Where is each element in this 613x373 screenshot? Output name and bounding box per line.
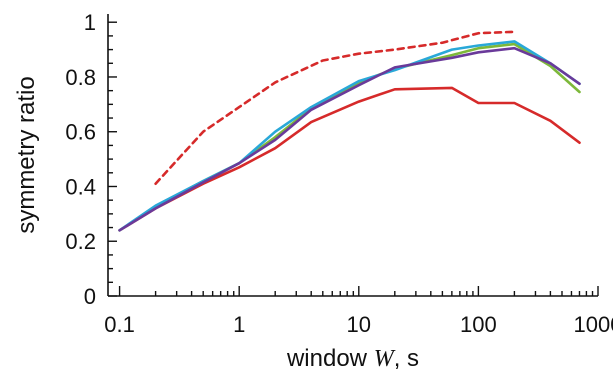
series-line [154, 30, 516, 185]
series-layer [118, 30, 581, 232]
series-line [118, 46, 581, 232]
x-tick-label: 1000 [574, 312, 613, 337]
series-line [118, 86, 581, 232]
y-axis-label: symmetry ratio [13, 76, 40, 233]
series-line [118, 42, 581, 232]
y-tick-label: 0.4 [65, 174, 96, 199]
x-tick-label: 0.1 [104, 312, 135, 337]
series-line [118, 40, 581, 232]
x-tick-label: 1 [233, 312, 245, 337]
y-tick-label: 1 [84, 10, 96, 35]
x-axis-label: window W, s [286, 345, 419, 372]
y-tick-label: 0.2 [65, 229, 96, 254]
x-tick-label: 100 [460, 312, 497, 337]
ticks-layer: 0 0.2 0.4 0.6 0.8 1 0.1 1 10 100 1000 [65, 10, 613, 337]
x-tick-label: 10 [347, 312, 371, 337]
y-tick-label: 0.8 [65, 65, 96, 90]
y-tick-label: 0.6 [65, 120, 96, 145]
y-tick-label: 0 [84, 284, 96, 309]
